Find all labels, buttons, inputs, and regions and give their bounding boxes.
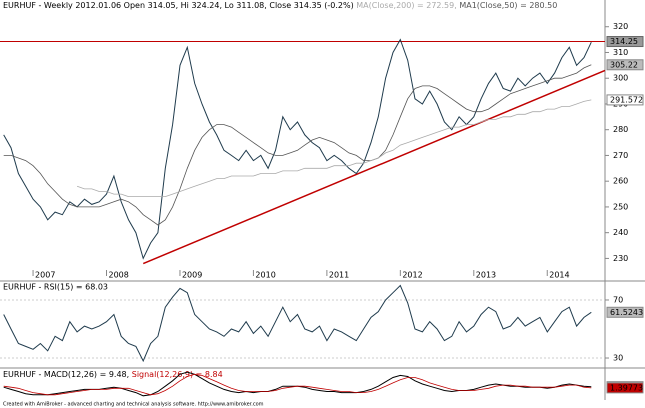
x-tick-label: 2010 — [255, 271, 275, 280]
y-tick-label: 250 — [613, 202, 628, 211]
y-tick-label: 310 — [613, 48, 628, 57]
y-tick-label: 70 — [613, 295, 623, 304]
x-tick-label: 2014 — [549, 271, 569, 280]
y-tick-label: 230 — [613, 254, 628, 263]
x-tick-label: 2011 — [329, 271, 349, 280]
value-box — [606, 59, 644, 71]
macd-title: EURHUF - MACD(12,26) = 9.48, Signal(12,2… — [3, 370, 223, 379]
value-label: 61.5243 — [610, 308, 643, 317]
signal-label: Signal(12,26,9) = 8.84 — [132, 370, 223, 379]
series-line — [3, 64, 592, 226]
rsi-title: EURHUF - RSI(15) = 68.03 — [3, 283, 108, 292]
y-tick-label: 320 — [613, 22, 628, 31]
ma50-label: MA1(Close,50) = 280.50 — [459, 1, 557, 10]
x-tick-label: 2008 — [109, 271, 129, 280]
footer: Created with AmiBroker - advanced charti… — [3, 402, 264, 408]
value-label: 291.572 — [610, 95, 643, 104]
series-line — [3, 373, 592, 396]
x-tick-label: 2012 — [402, 271, 422, 280]
series-line — [76, 99, 592, 197]
series-line — [3, 38, 592, 260]
y-tick-label: 240 — [613, 228, 628, 237]
x-tick-label: 2009 — [182, 271, 202, 280]
value-box — [606, 36, 644, 48]
value-label: 314.25 — [610, 37, 638, 46]
x-tick-label: 2007 — [35, 271, 55, 280]
y-tick-label: 30 — [613, 354, 623, 363]
ma200-label: MA(Close,200) = 272.59, — [356, 1, 457, 10]
trendline — [142, 69, 606, 265]
y-tick-label: 270 — [613, 151, 628, 160]
series-line — [3, 284, 592, 363]
value-box — [606, 94, 644, 106]
value-box — [606, 382, 644, 394]
y-tick-label: 280 — [613, 125, 628, 134]
y-tick-label: 260 — [613, 177, 628, 186]
value-box — [606, 306, 644, 318]
y-tick-label: 300 — [613, 74, 628, 83]
title: EURHUF - Weekly 2012.01.06 Open 314.05, … — [3, 1, 354, 10]
x-tick-label: 2013 — [476, 271, 496, 280]
value-label: 1.39773 — [610, 383, 643, 392]
macd-label: EURHUF - MACD(12,26) = 9.48, — [3, 370, 129, 379]
chart-title: EURHUF - Weekly 2012.01.06 Open 314.05, … — [3, 1, 557, 10]
value-label: 305.22 — [610, 60, 638, 69]
